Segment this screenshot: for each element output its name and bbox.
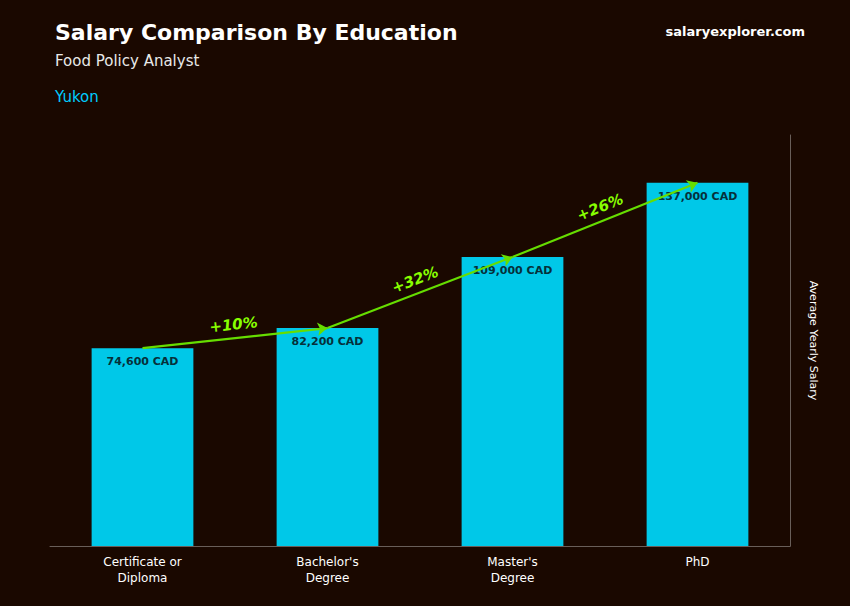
svg-text:Certificate or: Certificate or bbox=[103, 555, 181, 569]
svg-text:salaryexplorer.com: salaryexplorer.com bbox=[666, 24, 805, 39]
svg-text:82,200 CAD: 82,200 CAD bbox=[292, 335, 364, 348]
svg-text:109,000 CAD: 109,000 CAD bbox=[473, 264, 553, 277]
svg-text:Yukon: Yukon bbox=[54, 88, 99, 106]
svg-text:PhD: PhD bbox=[685, 555, 709, 569]
svg-text:+26%: +26% bbox=[574, 190, 626, 225]
svg-text:Master's: Master's bbox=[487, 555, 538, 569]
svg-text:+10%: +10% bbox=[208, 313, 258, 336]
svg-text:Degree: Degree bbox=[491, 571, 535, 585]
svg-text:Average Yearly Salary: Average Yearly Salary bbox=[807, 281, 820, 401]
svg-text:Salary Comparison By Education: Salary Comparison By Education bbox=[55, 20, 458, 45]
svg-text:+32%: +32% bbox=[389, 263, 441, 297]
svg-text:137,000 CAD: 137,000 CAD bbox=[658, 190, 738, 203]
svg-text:Degree: Degree bbox=[306, 571, 350, 585]
svg-text:74,600 CAD: 74,600 CAD bbox=[107, 355, 179, 368]
svg-text:Bachelor's: Bachelor's bbox=[296, 555, 358, 569]
svg-text:Diploma: Diploma bbox=[118, 571, 168, 585]
svg-text:Food Policy Analyst: Food Policy Analyst bbox=[55, 52, 199, 70]
